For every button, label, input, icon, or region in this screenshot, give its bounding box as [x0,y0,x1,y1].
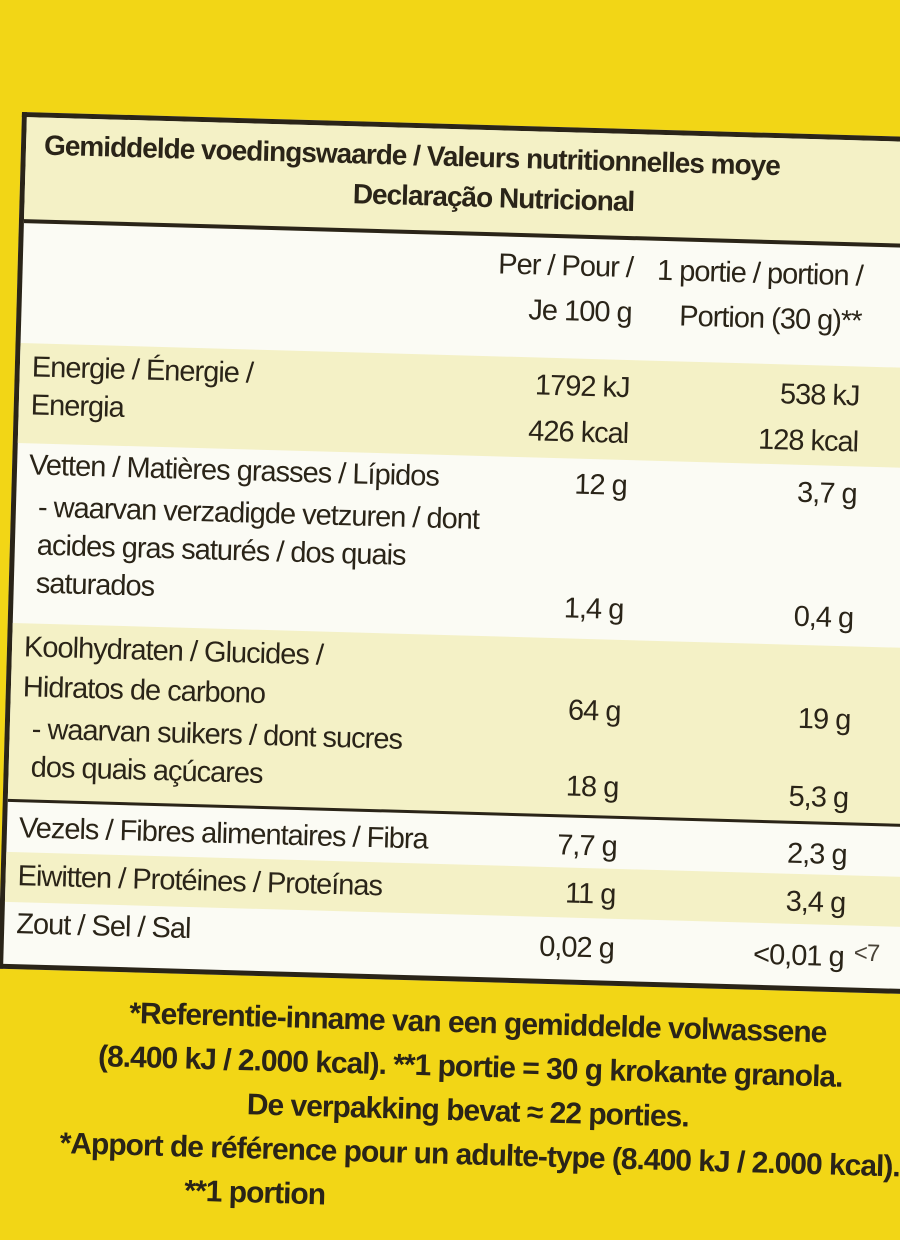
fat-label: Vetten / Matières grasses / Lípidos [28,449,440,493]
sugars-label-line2: dos quais açúcares [30,751,263,790]
protein-per100: 11 g [564,877,616,911]
fibre-portion: 2,3 g [786,837,848,872]
portion-header-line2: Portion (30 g)** [678,300,862,338]
saturates-portion: 0,4 g [793,600,854,635]
sugars-portion: 5,3 g [788,780,849,815]
carbs-row: Koolhydraten / Glucides / Hidratos de ca… [7,622,900,828]
energy-label-line2: Energia [30,389,125,424]
saturates-label-line3: saturados [35,567,155,603]
per100-header-line2: Je 100 g [527,294,633,330]
energy-per100-kcal: 426 kcal [527,415,629,451]
fibre-label: Vezels / Fibres alimentaires / Fibra [18,812,429,856]
per100-header-line1: Per / Pour / [497,248,634,285]
carbs-label-line1: Koolhydraten / Glucides / [23,631,324,672]
sugars-per100: 18 g [565,770,619,804]
salt-per100: 0,02 g [538,930,615,965]
salt-portion: <0,01 g [752,938,845,974]
fat-portion: 3,7 g [796,476,858,511]
energy-portion-kcal: 128 kcal [757,423,859,459]
salt-label: Zout / Sel / Sal [15,908,191,946]
energy-portion-kj: 538 kJ [779,378,860,413]
salt-cutoff-value: <7 [853,939,880,968]
energy-label-line1: Energie / Énergie / [31,351,254,390]
carbs-label-line2: Hidratos de carbono [22,671,266,711]
protein-label: Eiwitten / Protéines / Proteínas [17,860,383,903]
fibre-per100: 7,7 g [556,829,618,863]
carbs-per100: 64 g [567,694,621,728]
nutrition-label: Gemiddelde voedingswaarde / Valeurs nutr… [0,112,900,995]
energy-per100-kj: 1792 kJ [534,369,630,405]
saturates-per100: 1,4 g [563,592,624,626]
footnotes: *Referentie-inname van een gemiddelde vo… [54,990,900,1235]
fat-row: Vetten / Matières grasses / Lípidos 12 g… [13,443,900,649]
protein-portion: 3,4 g [785,885,846,920]
fat-per100: 12 g [573,468,628,503]
carbs-portion: 19 g [797,702,851,737]
portion-header-line1: 1 portie / portion / [656,254,864,293]
